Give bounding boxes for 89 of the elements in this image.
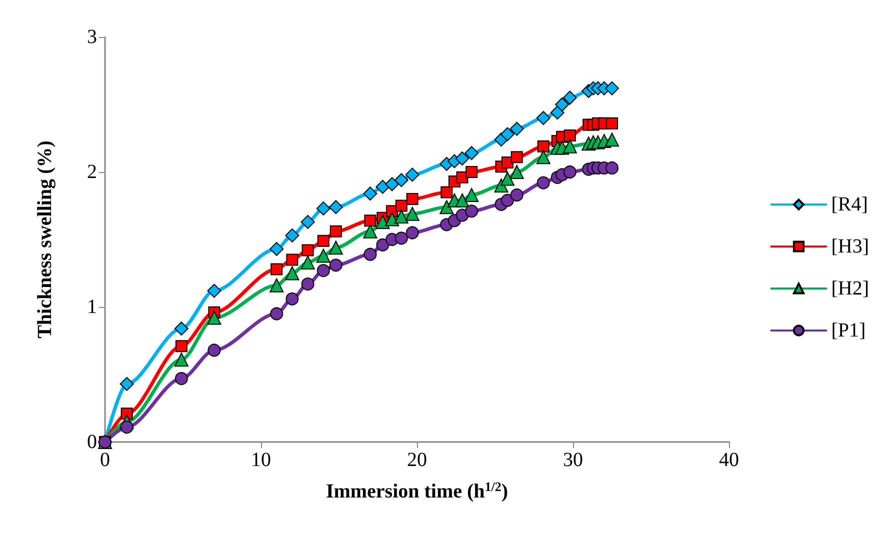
point	[363, 224, 378, 238]
point	[270, 307, 284, 320]
point	[406, 226, 419, 240]
x-tick-label: 10	[251, 449, 271, 471]
legend-label: [R4]	[831, 194, 868, 216]
point	[270, 263, 283, 276]
point	[316, 201, 330, 216]
point	[175, 340, 188, 352]
legend-label: [P1]	[831, 320, 866, 342]
point	[510, 122, 524, 136]
point	[301, 278, 314, 291]
point	[317, 234, 330, 247]
point	[562, 139, 577, 154]
point	[455, 152, 470, 166]
point	[606, 161, 618, 174]
point	[285, 266, 300, 280]
point	[405, 168, 420, 182]
point	[120, 408, 133, 420]
point	[329, 258, 342, 272]
point	[394, 210, 408, 224]
point	[500, 127, 514, 142]
point	[394, 232, 408, 245]
point	[606, 117, 618, 130]
point	[394, 173, 408, 188]
y-axis-title: Thickness swelling (%)	[34, 140, 56, 338]
x-tick-label: 30	[563, 449, 583, 471]
y-tick-label: 1	[87, 296, 97, 318]
point	[555, 98, 570, 112]
point	[464, 146, 479, 160]
point	[466, 166, 478, 178]
point	[510, 151, 523, 164]
point	[500, 194, 514, 207]
point	[385, 212, 400, 226]
point	[563, 166, 576, 178]
x-tick-label: 20	[407, 449, 427, 471]
point	[465, 204, 478, 218]
y-tick-label: 2	[87, 161, 97, 183]
point	[605, 132, 619, 147]
point	[120, 376, 134, 391]
point	[562, 90, 577, 105]
point	[300, 214, 315, 229]
legend-label: [H3]	[831, 236, 869, 258]
point	[464, 188, 479, 202]
point	[406, 193, 418, 205]
x-tick-label: 40	[719, 449, 739, 471]
point	[500, 172, 514, 186]
legend-label: [H2]	[831, 278, 869, 300]
point	[328, 200, 343, 214]
point	[376, 214, 390, 229]
point	[300, 255, 315, 270]
point	[536, 150, 550, 164]
point	[376, 238, 390, 252]
point	[510, 188, 524, 202]
point	[316, 248, 330, 263]
point	[536, 176, 550, 190]
point	[455, 193, 470, 208]
point	[270, 242, 284, 256]
point	[537, 140, 550, 152]
point	[376, 180, 390, 194]
point	[285, 228, 300, 242]
y-tick-label: 0	[87, 431, 97, 453]
point	[536, 111, 550, 125]
point	[328, 240, 343, 255]
point	[302, 244, 314, 256]
point	[270, 278, 284, 292]
point	[174, 372, 188, 386]
point	[385, 177, 400, 192]
y-tick-label: 3	[87, 26, 97, 48]
point	[364, 248, 377, 261]
point	[207, 284, 222, 298]
point	[364, 214, 376, 227]
point	[363, 186, 378, 201]
point	[510, 165, 524, 179]
point	[395, 200, 408, 212]
point	[564, 130, 576, 142]
point	[330, 225, 342, 238]
point	[207, 310, 222, 325]
point	[440, 200, 454, 214]
point	[605, 81, 619, 96]
point	[440, 186, 453, 198]
point	[316, 264, 330, 278]
point	[174, 322, 188, 336]
point	[286, 292, 299, 306]
point	[208, 344, 221, 357]
point	[174, 352, 188, 367]
point	[405, 206, 420, 221]
point	[286, 254, 298, 266]
point	[120, 420, 134, 434]
point	[550, 106, 564, 120]
